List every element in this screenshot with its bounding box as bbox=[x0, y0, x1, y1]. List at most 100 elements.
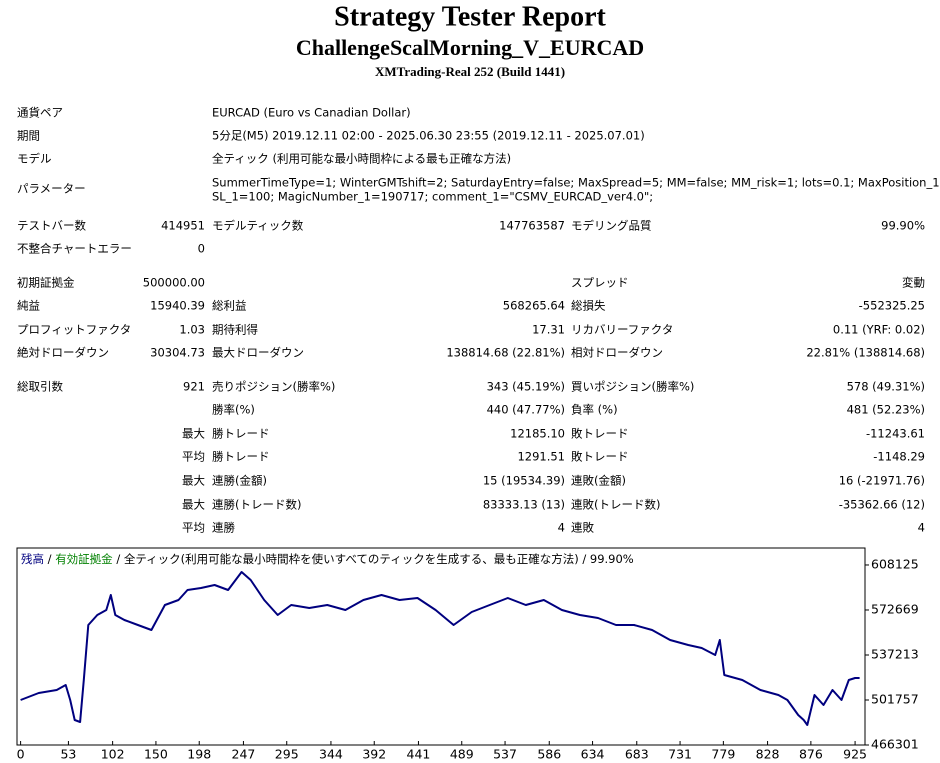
x-tick-label: 876 bbox=[799, 747, 823, 762]
legend-item: 残高 bbox=[21, 552, 44, 566]
table-label: 絶対ドローダウン bbox=[17, 346, 109, 360]
table-label: 最大ドローダウン bbox=[212, 346, 304, 360]
y-tick-label: 572669 bbox=[871, 601, 919, 616]
table-value: 0 bbox=[198, 242, 205, 256]
table-label: リカバリーファクタ bbox=[571, 323, 673, 337]
table-label: モデリング品質 bbox=[571, 219, 652, 233]
report-build: XMTrading-Real 252 (Build 1441) bbox=[375, 64, 565, 79]
info-label: 通貨ペア bbox=[17, 106, 63, 120]
legend: 残高 / 有効証拠金 / 全ティック(利用可能な最小時間枠を使いすべてのティック… bbox=[21, 552, 634, 566]
table-value: 30304.73 bbox=[150, 346, 205, 360]
table-label: 連敗(トレード数) bbox=[571, 498, 660, 512]
y-tick-label: 608125 bbox=[871, 556, 919, 571]
table-label: 勝率(%) bbox=[212, 403, 255, 417]
table-value: -35362.66 (12) bbox=[839, 498, 925, 512]
x-tick-label: 198 bbox=[187, 747, 211, 762]
chart-frame bbox=[16, 547, 866, 746]
table-label: 総取引数 bbox=[17, 380, 63, 394]
table-value: 1291.51 bbox=[517, 450, 565, 464]
table-label: 連勝(トレード数) bbox=[212, 498, 301, 512]
x-tick-label: 683 bbox=[625, 747, 649, 762]
info-label: 期間 bbox=[17, 129, 40, 143]
table-label: 純益 bbox=[17, 299, 40, 313]
table-value: 22.81% (138814.68) bbox=[806, 346, 925, 360]
table-label: モデルティック数 bbox=[212, 219, 304, 233]
table-value: 568265.64 bbox=[503, 299, 565, 313]
x-tick-label: 53 bbox=[60, 747, 76, 762]
table-label: スプレッド bbox=[571, 276, 629, 290]
table-value: 最大 bbox=[182, 498, 205, 512]
table-value: 4 bbox=[918, 521, 925, 535]
table-label: 連勝(金額) bbox=[212, 474, 267, 488]
x-tick-label: 731 bbox=[668, 747, 692, 762]
x-tick-label: 247 bbox=[232, 747, 256, 762]
x-tick-label: 102 bbox=[101, 747, 125, 762]
info-value: SL_1=100; MagicNumber_1=190717; comment_… bbox=[212, 190, 653, 204]
table-value: 最大 bbox=[182, 427, 205, 441]
x-tick-label: 586 bbox=[537, 747, 561, 762]
table-label: 不整合チャートエラー bbox=[17, 242, 132, 256]
table-value: -11243.61 bbox=[866, 427, 925, 441]
report-subtitle: ChallengeScalMorning_V_EURCAD bbox=[296, 35, 644, 60]
table-value: 138814.68 (22.81%) bbox=[446, 346, 565, 360]
table-value: 0.11 (YRF: 0.02) bbox=[833, 323, 925, 337]
info-value: 全ティック (利用可能な最小時間枠による最も正確な方法) bbox=[212, 152, 511, 166]
table-label: プロフィットファクタ bbox=[17, 323, 131, 337]
table-label: 売りポジション(勝率%) bbox=[212, 380, 335, 394]
table-value: 17.31 bbox=[532, 323, 565, 337]
table-label: テストバー数 bbox=[17, 219, 86, 233]
report-title: Strategy Tester Report bbox=[334, 1, 606, 32]
info-value: EURCAD (Euro vs Canadian Dollar) bbox=[212, 106, 411, 120]
table-label: 総利益 bbox=[212, 299, 247, 313]
x-tick-label: 295 bbox=[275, 747, 299, 762]
table-value: 平均 bbox=[182, 450, 205, 464]
table-label: 総損失 bbox=[571, 299, 606, 313]
table-value: 12185.10 bbox=[510, 427, 565, 441]
legend-item: / 全ティック(利用可能な最小時間枠を使いすべてのティックを生成する、最も正確な… bbox=[113, 552, 634, 566]
table-value: 変動 bbox=[902, 276, 925, 290]
x-tick-label: 150 bbox=[144, 747, 168, 762]
table-value: 15940.39 bbox=[150, 299, 205, 313]
table-label: 連敗 bbox=[571, 521, 594, 535]
info-value: SummerTimeType=1; WinterGMTshift=2; Satu… bbox=[212, 176, 940, 190]
table-label: 負率 (%) bbox=[571, 403, 618, 417]
table-label: 相対ドローダウン bbox=[571, 346, 663, 360]
legend-item: / bbox=[44, 552, 55, 566]
x-tick-label: 392 bbox=[362, 747, 386, 762]
table-value: 500000.00 bbox=[143, 276, 205, 290]
x-tick-label: 344 bbox=[319, 747, 343, 762]
table-label: 買いポジション(勝率%) bbox=[571, 380, 694, 394]
x-tick-label: 489 bbox=[450, 747, 474, 762]
x-tick-label: 441 bbox=[407, 747, 431, 762]
table-label: 連敗(金額) bbox=[571, 474, 626, 488]
table-value: 578 (49.31%) bbox=[847, 380, 925, 394]
table-value: 15 (19534.39) bbox=[483, 474, 565, 488]
table-label: 敗トレード bbox=[571, 450, 629, 464]
y-tick-label: 537213 bbox=[871, 646, 919, 661]
table-value: 99.90% bbox=[881, 219, 925, 233]
table-value: 921 bbox=[183, 380, 205, 394]
info-label: モデル bbox=[17, 152, 52, 166]
table-value: 1.03 bbox=[179, 323, 205, 337]
table-value: 最大 bbox=[182, 474, 205, 488]
table-value: 414951 bbox=[161, 219, 205, 233]
table-label: 連勝 bbox=[212, 521, 235, 535]
table-value: 83333.13 (13) bbox=[483, 498, 565, 512]
y-tick-label: 466301 bbox=[871, 737, 919, 752]
y-tick-label: 501757 bbox=[871, 691, 919, 706]
table-value: 4 bbox=[558, 521, 565, 535]
legend-item: 有効証拠金 bbox=[55, 552, 113, 566]
table-value: -1148.29 bbox=[873, 450, 925, 464]
balance-line bbox=[20, 571, 860, 726]
table-label: 期待利得 bbox=[212, 323, 258, 337]
table-label: 敗トレード bbox=[571, 427, 629, 441]
x-tick-label: 828 bbox=[756, 747, 780, 762]
x-tick-label: 925 bbox=[843, 747, 867, 762]
x-tick-label: 537 bbox=[493, 747, 517, 762]
x-tick-label: 0 bbox=[17, 747, 25, 762]
x-tick-label: 779 bbox=[711, 747, 735, 762]
table-value: 440 (47.77%) bbox=[487, 403, 565, 417]
table-value: -552325.25 bbox=[859, 299, 925, 313]
table-value: 343 (45.19%) bbox=[487, 380, 565, 394]
